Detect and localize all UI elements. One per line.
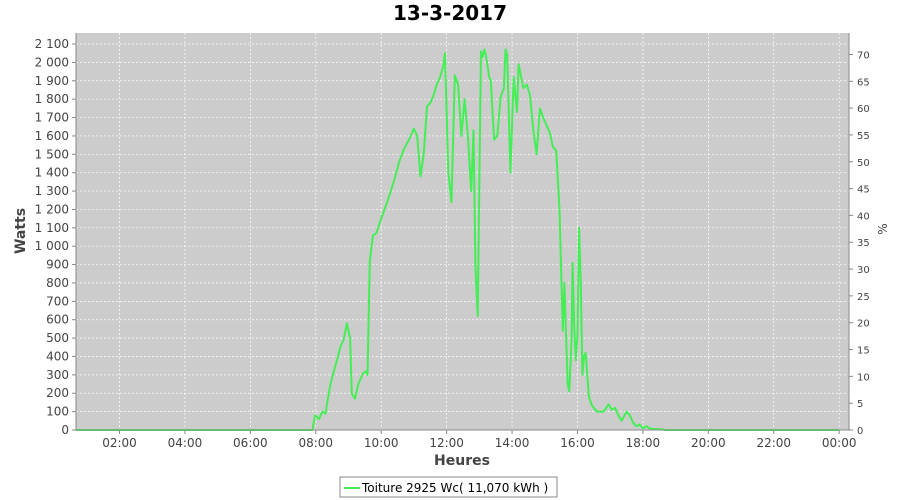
y-tick-label: 300	[46, 368, 69, 382]
y-tick-label: 1 200	[35, 202, 69, 216]
y2-tick-label: 40	[857, 211, 870, 222]
x-tick-label: 08:00	[298, 436, 333, 450]
y2-tick-label: 60	[857, 104, 870, 115]
y-tick-label: 2 000	[35, 55, 69, 69]
y2-tick-label: 50	[857, 158, 870, 169]
y2-tick-label: 25	[857, 292, 870, 303]
y2-axis: 0 5 10 15 20 25 30 35 40 45 50 55 60 65 70	[849, 50, 870, 437]
y2-tick-label: 30	[857, 265, 870, 276]
x-axis: 02:00 04:00 06:00 08:00 10:00 12:00 14:00 16:00…	[102, 430, 856, 450]
y-tick-label: 800	[46, 276, 69, 290]
y-tick-label: 500	[46, 331, 69, 345]
x-tick-label: 12:00	[429, 436, 464, 450]
grid-lines	[76, 33, 849, 431]
x-tick-label: 00:00	[822, 436, 857, 450]
x-tick-label: 10:00	[364, 436, 399, 450]
x-tick-label: 18:00	[626, 436, 661, 450]
series-layer	[76, 48, 840, 431]
y-axis-title: Watts	[13, 208, 29, 254]
y-tick-label: 0	[61, 423, 69, 437]
chart-title: 13-3-2017	[393, 1, 507, 25]
y-tick-label: 1 600	[35, 129, 69, 143]
legend-box	[339, 476, 558, 498]
y-tick-label: 1 700	[35, 111, 69, 125]
y-tick-label: 900	[46, 258, 69, 272]
y-tick-label: 600	[46, 313, 69, 327]
y-tick-label: 1 900	[35, 74, 69, 88]
y2-tick-label: 70	[857, 50, 870, 61]
x-tick-label: 04:00	[168, 436, 203, 450]
y2-axis-title: %	[876, 223, 890, 234]
legend: Toiture 2925 Wc( 11,070 kWh )	[339, 476, 558, 498]
x-tick-label: 22:00	[756, 436, 791, 450]
legend-label: Toiture 2925 Wc( 11,070 kWh )	[361, 481, 548, 495]
y2-tick-label: 15	[857, 346, 870, 357]
y-tick-label: 200	[46, 386, 69, 400]
x-tick-label: 16:00	[560, 436, 595, 450]
y-tick-label: 2 100	[35, 37, 69, 51]
y-tick-label: 1 300	[35, 184, 69, 198]
y2-tick-label: 45	[857, 185, 870, 196]
y-tick-label: 1 800	[35, 92, 69, 106]
plot-area	[76, 33, 849, 430]
x-axis-title: Heures	[434, 453, 490, 469]
x-tick-label: 14:00	[495, 436, 530, 450]
y2-tick-label: 10	[857, 372, 870, 383]
y-axis: 0 100 200 300 400 500 600 700 800 900 1 000 1 100 1 …	[35, 37, 76, 437]
series-line-0	[76, 48, 840, 431]
y2-tick-label: 20	[857, 319, 870, 330]
y-tick-label: 1 400	[35, 166, 69, 180]
y2-tick-label: 35	[857, 238, 870, 249]
y-tick-label: 1 500	[35, 147, 69, 161]
y2-tick-label: 55	[857, 131, 870, 142]
y2-tick-label: 0	[857, 426, 863, 437]
x-tick-label: 02:00	[102, 436, 137, 450]
y-tick-label: 100	[46, 405, 69, 419]
y-tick-label: 1 100	[35, 221, 69, 235]
y-tick-label: 1 000	[35, 239, 69, 253]
y2-tick-label: 65	[857, 77, 870, 88]
y-tick-label: 400	[46, 349, 69, 363]
y2-tick-label: 5	[857, 399, 863, 410]
x-tick-label: 06:00	[233, 436, 268, 450]
y-tick-label: 700	[46, 294, 69, 308]
x-tick-label: 20:00	[691, 436, 726, 450]
